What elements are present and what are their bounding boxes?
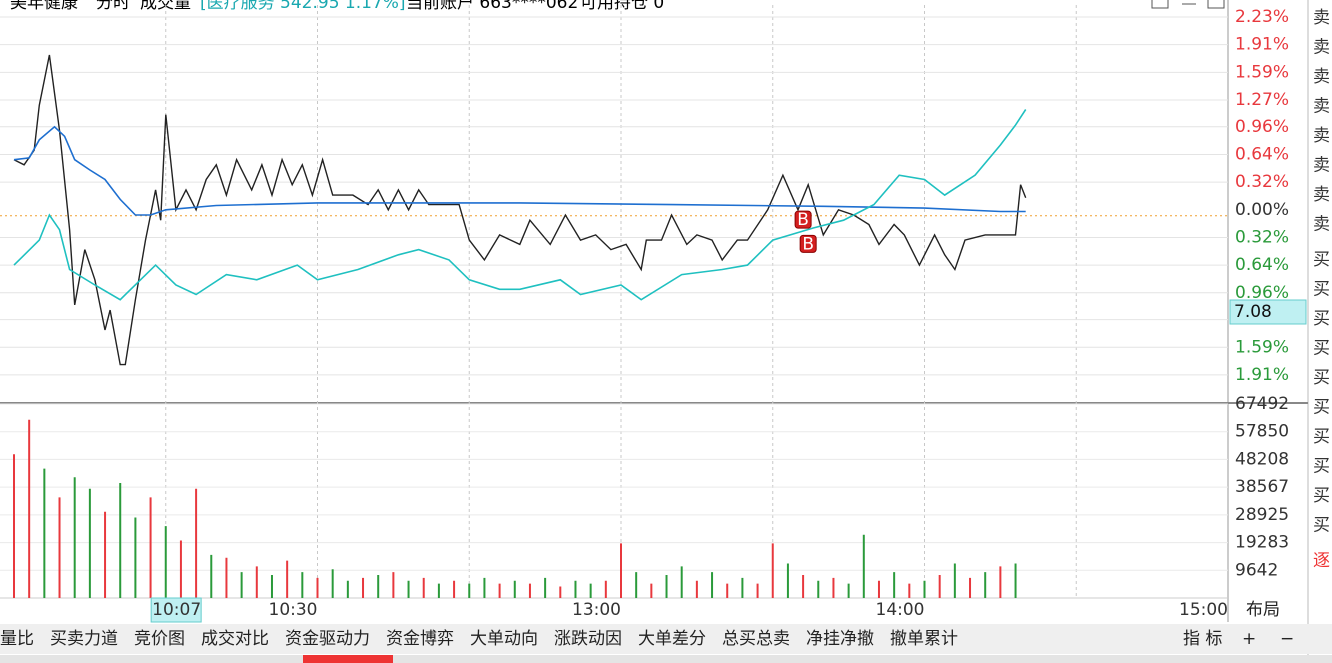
side-char: 买 bbox=[1313, 339, 1330, 359]
y2-tick-label: 38567 bbox=[1235, 477, 1289, 497]
tab-button[interactable]: + bbox=[1242, 629, 1256, 649]
y-tick-label: 0.32% bbox=[1235, 227, 1289, 247]
cursor-box bbox=[150, 597, 202, 623]
side-char: 买 bbox=[1313, 486, 1330, 506]
account: 当前账户 663****062 bbox=[406, 0, 578, 13]
tab[interactable]: 总买总卖 bbox=[722, 629, 790, 649]
side-char: 买 bbox=[1313, 516, 1330, 536]
tab[interactable]: 资金博弈 bbox=[386, 629, 454, 649]
x-tick-label: 10:30 bbox=[269, 600, 318, 620]
y-tick-label: 1.91% bbox=[1235, 365, 1289, 385]
side-char: 卖 bbox=[1313, 97, 1330, 117]
tab-button[interactable]: − bbox=[1280, 629, 1294, 649]
line bbox=[13, 125, 1026, 216]
tab[interactable]: 涨跌动因 bbox=[554, 629, 622, 649]
tab[interactable]: 成交对比 bbox=[201, 629, 269, 649]
tab-button[interactable]: 指 标 bbox=[1183, 629, 1222, 649]
layout-label: 布局 bbox=[1246, 600, 1280, 620]
side-char: 买 bbox=[1313, 309, 1330, 329]
marker-box bbox=[794, 210, 812, 229]
side-char: 买 bbox=[1313, 368, 1330, 388]
side-char: 买 bbox=[1313, 398, 1330, 418]
tab[interactable]: 大单差分 bbox=[638, 629, 706, 649]
y-tick-label: 0.96% bbox=[1235, 283, 1289, 303]
y2-tick-label: 57850 bbox=[1235, 422, 1289, 442]
side-char: 买 bbox=[1313, 457, 1330, 477]
x-tick-label: 15:00 bbox=[1179, 600, 1228, 620]
icon[interactable] bbox=[1151, 0, 1169, 9]
tab[interactable]: 买卖力道 bbox=[50, 629, 118, 649]
side-char: 买 bbox=[1313, 250, 1330, 270]
y-tick-label: 0.64% bbox=[1235, 144, 1289, 164]
line bbox=[13, 54, 1027, 366]
y2-tick-label: 48208 bbox=[1235, 449, 1289, 469]
y2-tick-label: 19283 bbox=[1235, 533, 1289, 553]
tab[interactable]: 净挂净撤 bbox=[806, 629, 874, 649]
side-char: 卖 bbox=[1313, 38, 1330, 58]
side-char: 买 bbox=[1313, 280, 1330, 300]
tab[interactable]: 大单动向 bbox=[470, 629, 538, 649]
sector: [医疗服务 542.95 1.17%] bbox=[200, 0, 406, 13]
tab[interactable]: 资金驱动力 bbox=[285, 629, 370, 649]
y2-tick-label: 28925 bbox=[1235, 505, 1289, 525]
mode: 分时 bbox=[96, 0, 130, 13]
side-char: 买 bbox=[1313, 427, 1330, 447]
price-label: 7.08 bbox=[1234, 302, 1272, 322]
y2-tick-label: 9642 bbox=[1235, 560, 1278, 580]
y-tick-label: 2.23% bbox=[1235, 7, 1289, 27]
y-tick-label: 0.00% bbox=[1235, 200, 1289, 220]
y-tick-label: 1.91% bbox=[1235, 35, 1289, 55]
tab-bar bbox=[0, 624, 1332, 654]
marker-text: B bbox=[802, 234, 814, 254]
side-char: 卖 bbox=[1313, 185, 1330, 205]
side-char: 卖 bbox=[1313, 67, 1330, 87]
x-tick-label: 10:07 bbox=[152, 600, 201, 620]
tab[interactable]: 竞价图 bbox=[134, 629, 185, 649]
y-tick-label: 0.64% bbox=[1235, 255, 1289, 275]
y-tick-label: 1.59% bbox=[1235, 337, 1289, 357]
icon[interactable] bbox=[1207, 0, 1225, 9]
tab[interactable]: 量比 bbox=[0, 629, 34, 649]
active-tab bbox=[303, 655, 393, 663]
marker-box bbox=[799, 234, 817, 253]
position: 可用持仓 0 bbox=[580, 0, 664, 13]
y-tick-label: 0.32% bbox=[1235, 172, 1289, 192]
y-tick-label: 0.96% bbox=[1235, 117, 1289, 137]
side-char: 逐 bbox=[1313, 551, 1330, 571]
side-char: 卖 bbox=[1313, 156, 1330, 176]
y-tick-label: 1.59% bbox=[1235, 62, 1289, 82]
y-tick-label: 1.27% bbox=[1235, 90, 1289, 110]
side-char: 卖 bbox=[1313, 215, 1330, 235]
side-char: 卖 bbox=[1313, 8, 1330, 28]
tab[interactable]: 撤单累计 bbox=[890, 629, 958, 649]
x-tick-label: 14:00 bbox=[876, 600, 925, 620]
y2-tick-label: 67492 bbox=[1235, 394, 1289, 414]
marker-text: B bbox=[797, 210, 809, 230]
trade-marker: B bbox=[799, 234, 817, 254]
side-char: 卖 bbox=[1313, 126, 1330, 146]
trade-marker: B bbox=[794, 210, 812, 230]
strip bbox=[0, 655, 1332, 663]
line bbox=[13, 109, 1027, 301]
price-box bbox=[1229, 299, 1307, 325]
stock-name: 美年健康 bbox=[10, 0, 78, 13]
x-tick-label: 13:00 bbox=[572, 600, 621, 620]
